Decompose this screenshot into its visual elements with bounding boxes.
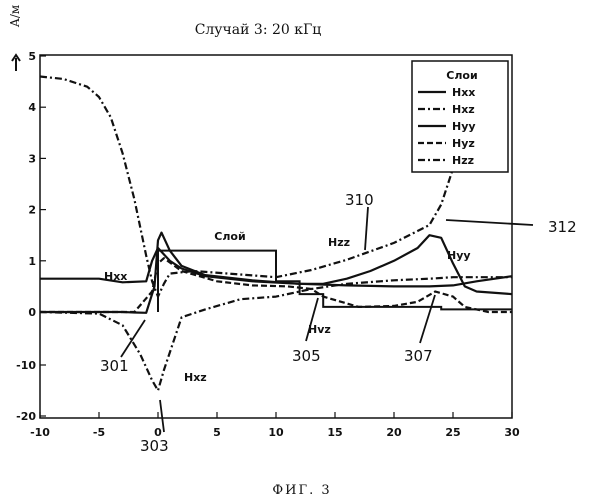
y-tick-label: 3 [28, 152, 36, 165]
x-tick-label: 15 [327, 426, 342, 439]
callout-303: 303 [140, 437, 169, 455]
chart-title: Случай 3: 20 кГц [195, 22, 322, 38]
series-hzz-line [40, 77, 459, 297]
x-tick-label: -5 [93, 426, 105, 439]
annotation-hyz: Hvz [308, 323, 331, 336]
y-tick-label: 1 [28, 255, 36, 268]
annotation-hzz: Hzz [328, 236, 350, 249]
y-tick-label: 0 [28, 306, 36, 319]
callout-307: 307 [404, 347, 433, 365]
legend-label-hyy: Hyy [452, 120, 476, 133]
callout-310: 310 [345, 191, 374, 209]
y-tick-label: 4 [28, 101, 36, 114]
x-tick-label: 30 [504, 426, 520, 439]
y-tick-label: 2 [28, 204, 36, 217]
x-tick-label: 20 [386, 426, 402, 439]
callout-305: 305 [292, 347, 321, 365]
callout-leader-301 [121, 320, 145, 357]
y-axis-arrow [12, 55, 20, 71]
annotation-hyy: Hyy [447, 249, 471, 262]
callout-312: 312 [548, 218, 577, 236]
legend-title: Слои [446, 69, 477, 82]
legend-label-hxx: Hxx [452, 86, 475, 99]
callout-leader-310 [365, 207, 368, 250]
figure-caption: ФИГ. 3 [272, 483, 331, 498]
x-tick-label: 10 [268, 426, 284, 439]
callout-leader-307 [420, 295, 435, 343]
x-tick-label: -10 [30, 426, 50, 439]
callout-301: 301 [100, 357, 129, 375]
legend-label-hyz: Hyz [452, 137, 475, 150]
annotation-hxz: Hxz [184, 371, 207, 384]
callout-leader-312 [446, 220, 533, 225]
y-tick-label: -10 [16, 359, 36, 372]
legend-label-hxz: Hxz [452, 103, 475, 116]
annotation-hxx: Hxx [104, 270, 127, 283]
y-axis-label: А/м [8, 5, 22, 27]
y-tick-label: 5 [28, 50, 36, 63]
annotations: HxxHxzHvzHzzHyy301303305307310312 [100, 191, 577, 455]
legend-label-hzz: Hzz [452, 154, 474, 167]
x-tick-label: 25 [445, 426, 460, 439]
x-tick-label: 5 [213, 426, 221, 439]
legend: Слои Hxx Hxz Hyy Hyz Hzz [412, 61, 508, 172]
y-tick-label: -20 [16, 410, 36, 423]
layer-label: Слой [214, 230, 245, 243]
